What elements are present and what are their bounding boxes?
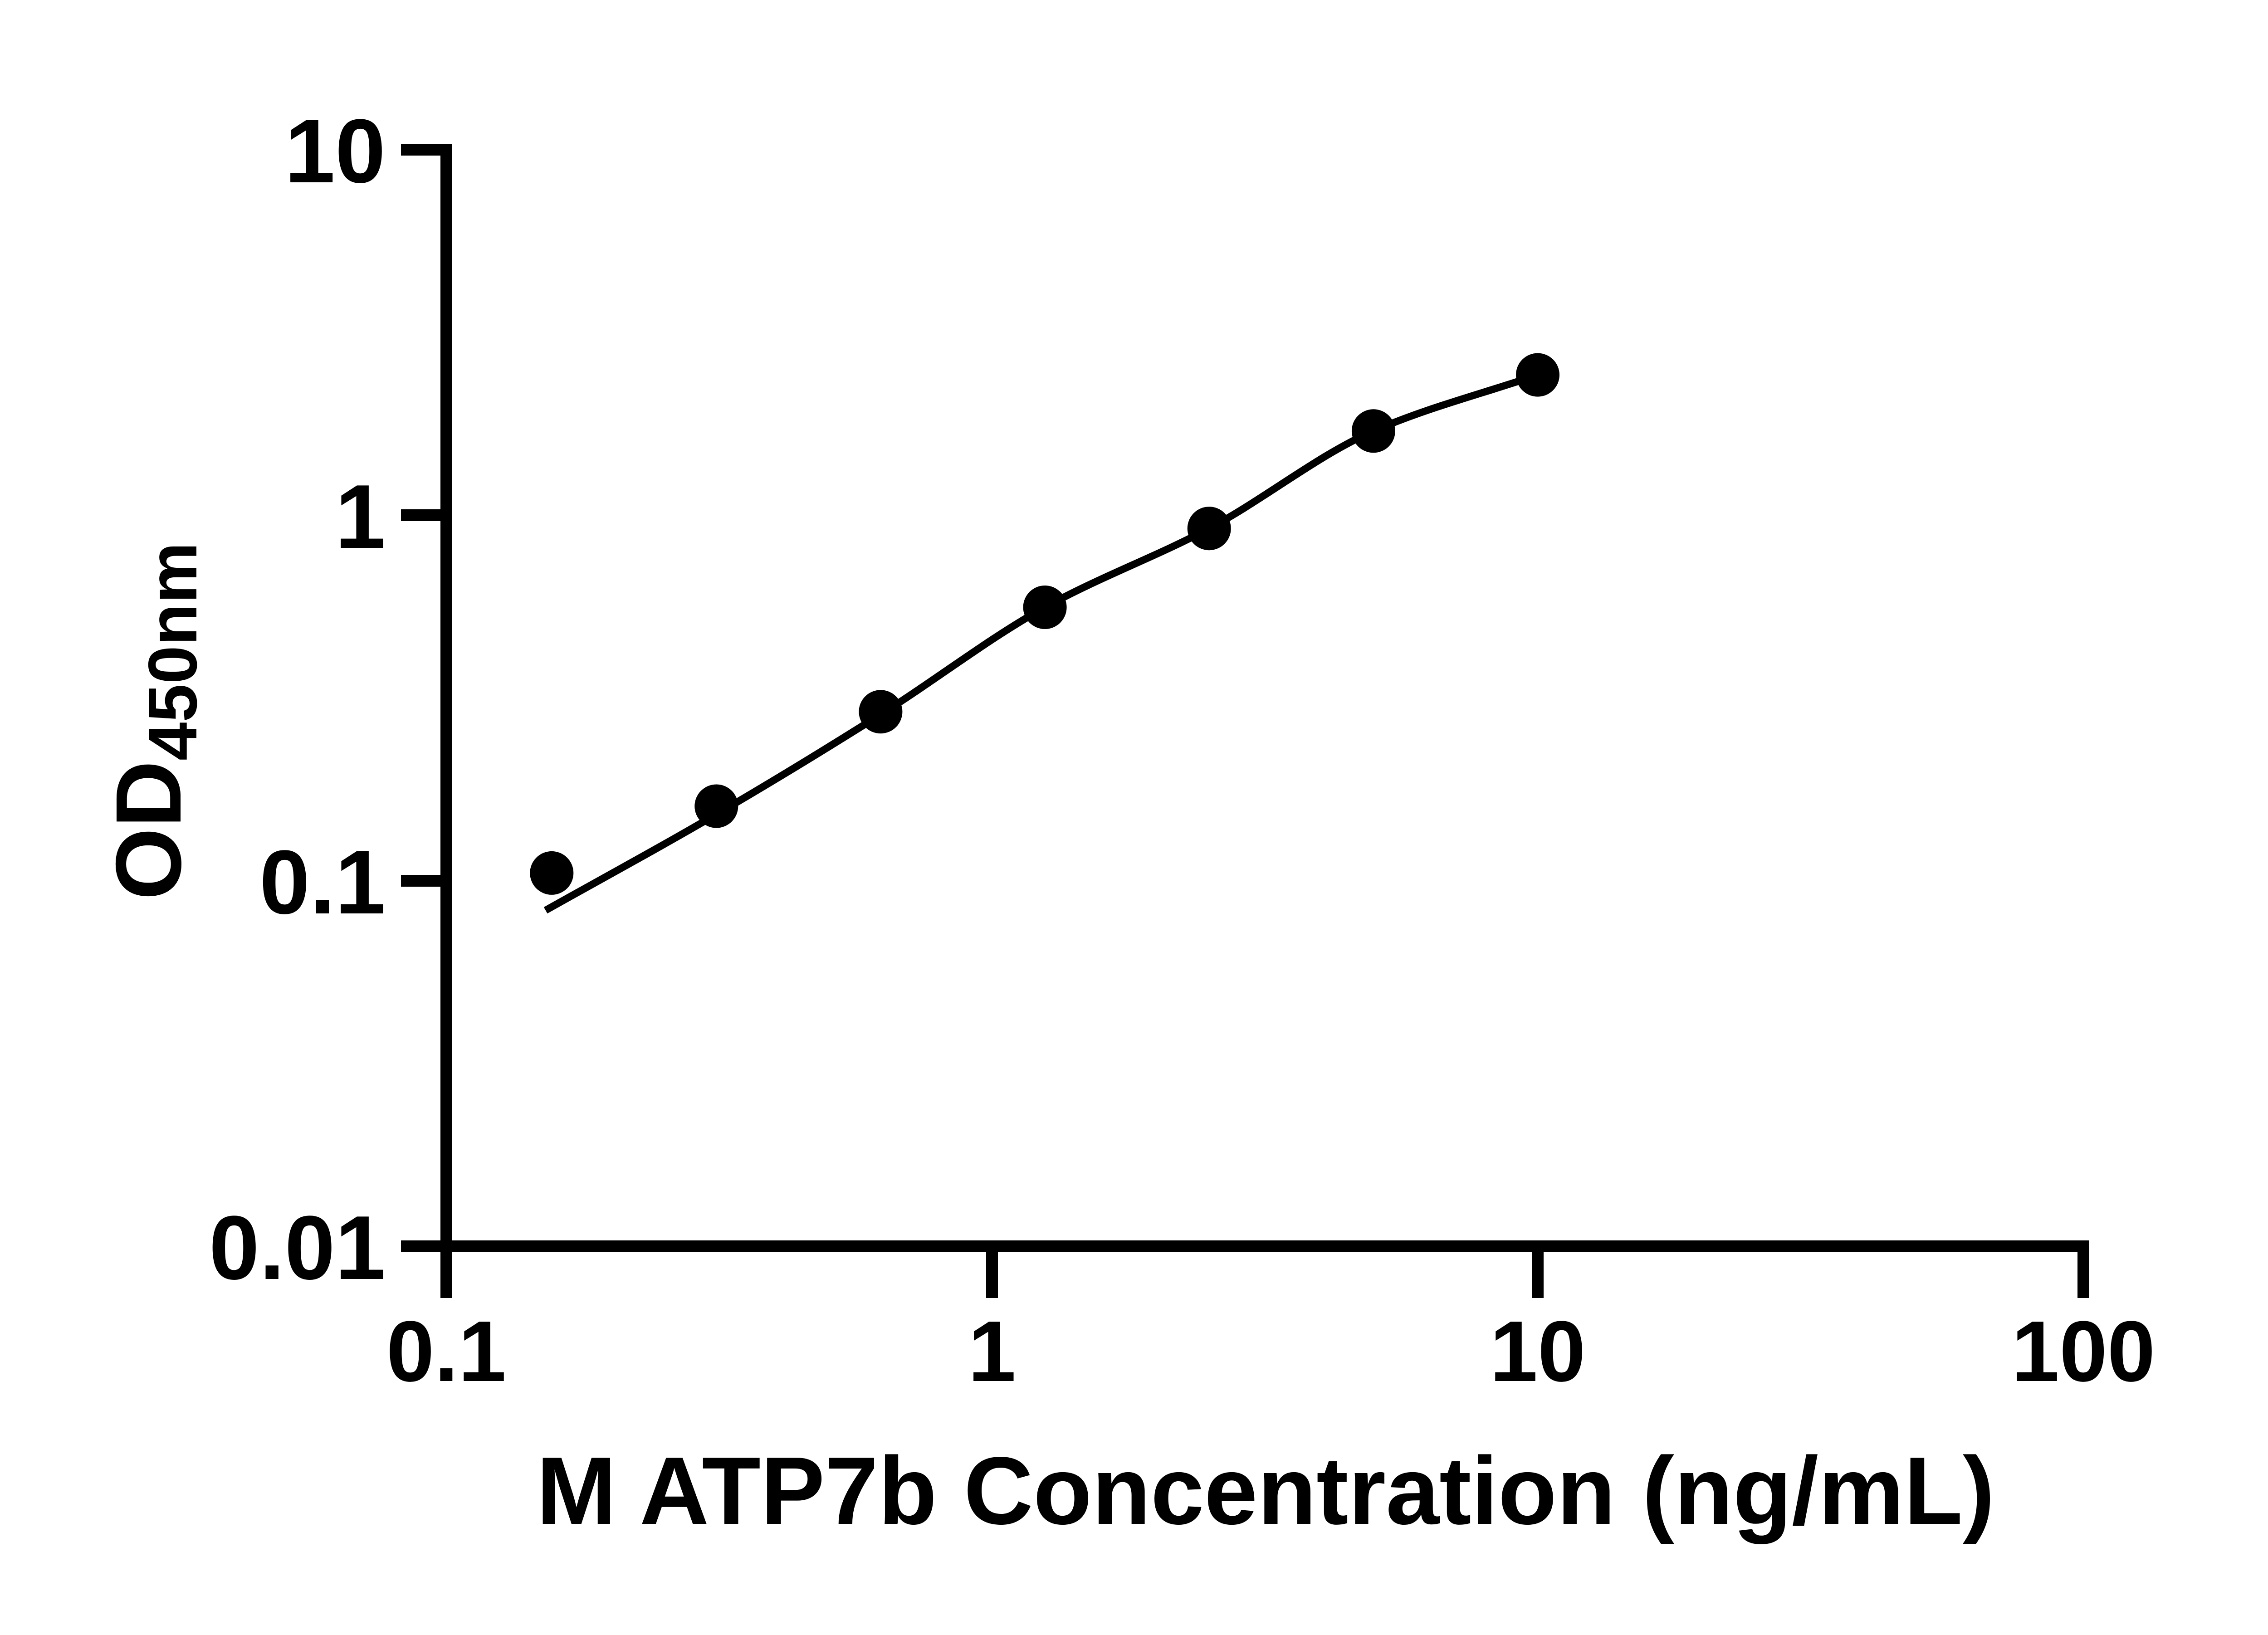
tick-layer	[401, 144, 2089, 1298]
y-tick-label: 0.1	[259, 832, 386, 933]
x-tick-label: 1	[968, 1303, 1016, 1400]
data-point-marker	[1187, 507, 1231, 551]
data-point-marker	[1516, 353, 1559, 397]
y-tick-label: 0.01	[209, 1197, 386, 1298]
data-point-marker	[1023, 586, 1067, 629]
y-tick-label: 10	[285, 101, 386, 202]
data-point-marker	[859, 690, 903, 734]
data-point-marker	[694, 784, 738, 828]
y-axis-title-subscript: 450nm	[134, 542, 211, 761]
x-tick-label: 0.1	[386, 1303, 506, 1400]
fit-curve-line	[543, 371, 1539, 914]
x-tick-label: 10	[1490, 1303, 1585, 1400]
x-axis-title: M ATP7b Concentration (ng/mL)	[536, 1437, 1994, 1544]
y-tick-label: 1	[335, 466, 386, 567]
series-layer	[530, 353, 1559, 914]
y-axis-title: OD450nm	[97, 542, 211, 900]
x-tick-label: 100	[2011, 1303, 2155, 1400]
data-point-marker	[530, 851, 574, 895]
axes-layer	[440, 144, 2089, 1252]
data-point-marker	[1351, 409, 1395, 453]
y-axis-title-base: OD	[97, 761, 200, 900]
